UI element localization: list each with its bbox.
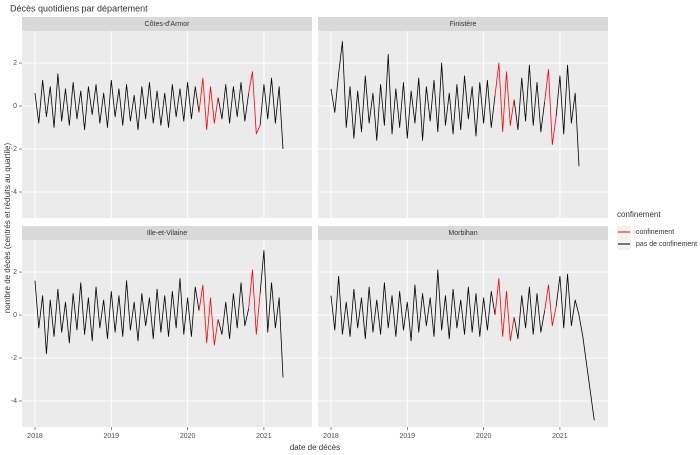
facet-strip [318,17,608,31]
facet-strip [22,17,312,31]
legend-label: pas de confinement [636,241,697,248]
legend-title: confinement [617,210,661,219]
x-axis-label: date de décès [290,443,340,452]
series-line [494,278,557,342]
y-tick-label: -4 [11,189,17,196]
x-tick-label: 2019 [400,433,416,440]
facet-title: Morbihan [448,230,477,237]
facet-title: Côtes-d'Armor [145,21,191,28]
x-tick-label: 2019 [104,433,120,440]
x-tick-label: 2021 [552,433,568,440]
series-line [198,269,261,346]
series-line [330,269,595,421]
panel-background [22,31,312,218]
y-tick-label: 2 [13,269,17,276]
y-axis-label: nombre de décès (centrés et réduits au q… [3,143,12,314]
y-tick-label: -2 [11,355,17,362]
legend-label: confinement [636,229,674,236]
x-tick-label: 2018 [27,433,43,440]
panel-background [22,240,312,427]
series-line [34,250,284,378]
x-tick-label: 2020 [180,433,196,440]
series-line [494,62,557,146]
panel-background [318,240,608,427]
series-line [34,73,284,150]
y-tick-label: -4 [11,398,17,405]
facet-strip [22,226,312,240]
y-tick-label: -2 [11,146,17,153]
chart-title: Décès quotidiens par département [10,3,148,13]
y-tick-label: 2 [13,60,17,67]
series-line [330,41,580,167]
facet-title: Ille-et-Vilaine [147,230,187,237]
y-tick-label: 0 [13,312,17,319]
facet-strip [318,226,608,240]
y-tick-label: 0 [13,103,17,110]
x-tick-label: 2018 [323,433,339,440]
x-tick-label: 2020 [476,433,492,440]
series-line [198,71,261,135]
facet-title: Finistère [450,21,477,28]
x-tick-label: 2021 [256,433,272,440]
